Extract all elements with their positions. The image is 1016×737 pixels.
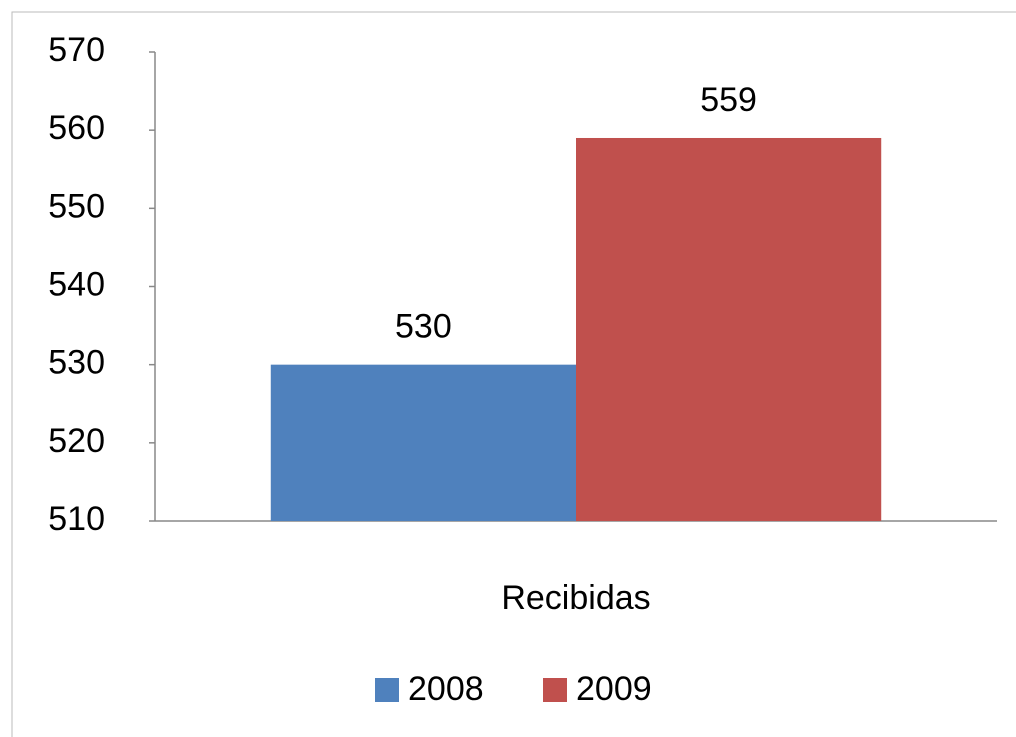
x-tick-label: Recibidas — [501, 579, 650, 617]
y-tick-label: 560 — [48, 109, 105, 147]
data-label: 559 — [700, 81, 757, 119]
y-tick-label: 520 — [48, 422, 105, 460]
data-label: 530 — [395, 308, 452, 346]
y-tick-label: 570 — [48, 31, 105, 69]
chart-border — [11, 11, 1016, 737]
bar — [576, 137, 882, 521]
y-tick-label: 530 — [48, 344, 105, 382]
legend-label: 2008 — [408, 670, 484, 708]
y-tick-label: 550 — [48, 187, 105, 225]
legend-swatch — [375, 678, 399, 702]
y-tick-label: 510 — [48, 500, 105, 538]
y-tick-label: 540 — [48, 265, 105, 303]
bar — [270, 364, 576, 521]
legend-label: 2009 — [576, 670, 652, 708]
legend-swatch — [543, 678, 567, 702]
